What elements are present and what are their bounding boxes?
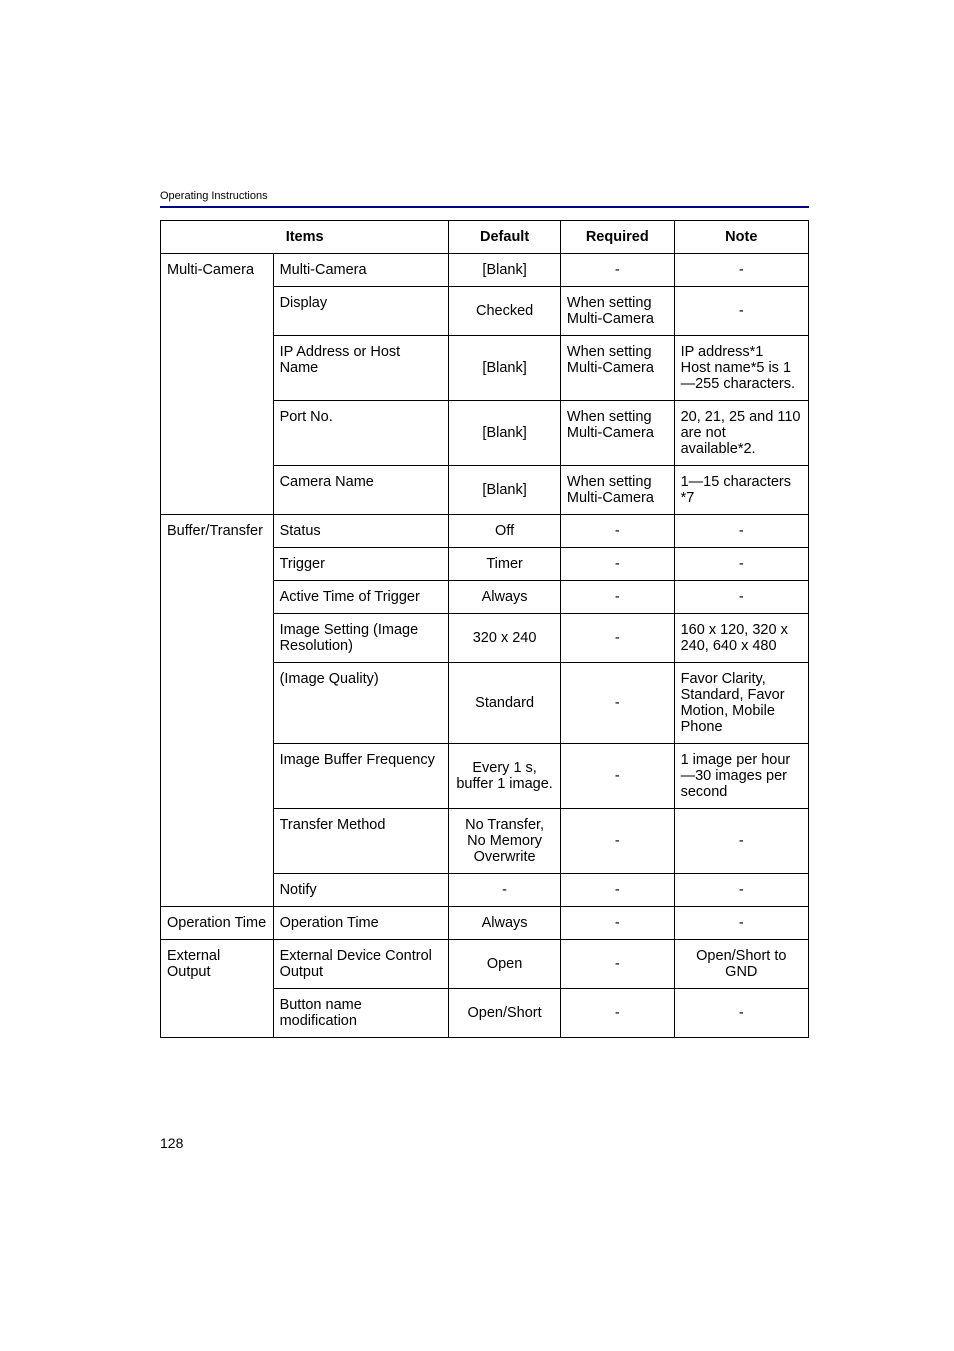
header-default: Default: [449, 221, 561, 254]
header-note: Note: [674, 221, 808, 254]
required-cell: -: [560, 663, 674, 744]
default-cell: Every 1 s, buffer 1 image.: [449, 744, 561, 809]
item-cell: Button name modification: [273, 989, 449, 1038]
item-cell: External Device Control Output: [273, 940, 449, 989]
default-cell: Checked: [449, 287, 561, 336]
default-cell: Standard: [449, 663, 561, 744]
item-cell: Image Buffer Frequency: [273, 744, 449, 809]
required-cell: When setting Multi-Camera: [560, 466, 674, 515]
category-cell: Buffer/Transfer: [161, 515, 274, 907]
item-cell: Active Time of Trigger: [273, 581, 449, 614]
table-header-row: Items Default Required Note: [161, 221, 809, 254]
note-cell: -: [674, 874, 808, 907]
required-cell: -: [560, 907, 674, 940]
item-cell: Transfer Method: [273, 809, 449, 874]
default-cell: Off: [449, 515, 561, 548]
default-cell: [Blank]: [449, 466, 561, 515]
page-number: 128: [160, 1135, 183, 1151]
header-items: Items: [161, 221, 449, 254]
required-cell: When setting Multi-Camera: [560, 401, 674, 466]
note-cell: Favor Clarity, Standard, Favor Motion, M…: [674, 663, 808, 744]
required-cell: -: [560, 940, 674, 989]
table-row: Buffer/TransferStatusOff--: [161, 515, 809, 548]
page-header: Operating Instructions: [160, 190, 809, 202]
category-cell: Operation Time: [161, 907, 274, 940]
item-cell: (Image Quality): [273, 663, 449, 744]
item-cell: Display: [273, 287, 449, 336]
note-cell: IP address*1 Host name*5 is 1—255 charac…: [674, 336, 808, 401]
default-cell: No Transfer, No Memory Overwrite: [449, 809, 561, 874]
default-cell: Open/Short: [449, 989, 561, 1038]
default-cell: -: [449, 874, 561, 907]
item-cell: Camera Name: [273, 466, 449, 515]
required-cell: -: [560, 581, 674, 614]
required-cell: -: [560, 614, 674, 663]
table-row: Operation TimeOperation TimeAlways--: [161, 907, 809, 940]
note-cell: 1—15 characters *7: [674, 466, 808, 515]
default-cell: [Blank]: [449, 336, 561, 401]
item-cell: IP Address or Host Name: [273, 336, 449, 401]
note-cell: -: [674, 548, 808, 581]
settings-table: Items Default Required Note Multi-Camera…: [160, 220, 809, 1038]
item-cell: Trigger: [273, 548, 449, 581]
item-cell: Multi-Camera: [273, 254, 449, 287]
required-cell: When setting Multi-Camera: [560, 336, 674, 401]
note-cell: -: [674, 287, 808, 336]
note-cell: -: [674, 809, 808, 874]
default-cell: Always: [449, 581, 561, 614]
note-cell: -: [674, 515, 808, 548]
note-cell: -: [674, 254, 808, 287]
default-cell: 320 x 240: [449, 614, 561, 663]
note-cell: 1 image per hour—30 images per second: [674, 744, 808, 809]
category-cell: External Output: [161, 940, 274, 1038]
item-cell: Port No.: [273, 401, 449, 466]
table-row: External OutputExternal Device Control O…: [161, 940, 809, 989]
note-cell: -: [674, 581, 808, 614]
item-cell: Image Setting (Image Resolution): [273, 614, 449, 663]
required-cell: -: [560, 254, 674, 287]
category-cell: Multi-Camera: [161, 254, 274, 515]
note-cell: -: [674, 989, 808, 1038]
required-cell: -: [560, 548, 674, 581]
table-row: Multi-CameraMulti-Camera[Blank]--: [161, 254, 809, 287]
note-cell: Open/Short to GND: [674, 940, 808, 989]
default-cell: Open: [449, 940, 561, 989]
required-cell: -: [560, 809, 674, 874]
item-cell: Notify: [273, 874, 449, 907]
note-cell: 160 x 120, 320 x 240, 640 x 480: [674, 614, 808, 663]
header-divider: [160, 206, 809, 208]
default-cell: Timer: [449, 548, 561, 581]
default-cell: [Blank]: [449, 254, 561, 287]
item-cell: Status: [273, 515, 449, 548]
note-cell: 20, 21, 25 and 110 are not available*2.: [674, 401, 808, 466]
header-required: Required: [560, 221, 674, 254]
item-cell: Operation Time: [273, 907, 449, 940]
required-cell: -: [560, 744, 674, 809]
default-cell: Always: [449, 907, 561, 940]
required-cell: -: [560, 874, 674, 907]
note-cell: -: [674, 907, 808, 940]
required-cell: When setting Multi-Camera: [560, 287, 674, 336]
default-cell: [Blank]: [449, 401, 561, 466]
required-cell: -: [560, 989, 674, 1038]
required-cell: -: [560, 515, 674, 548]
